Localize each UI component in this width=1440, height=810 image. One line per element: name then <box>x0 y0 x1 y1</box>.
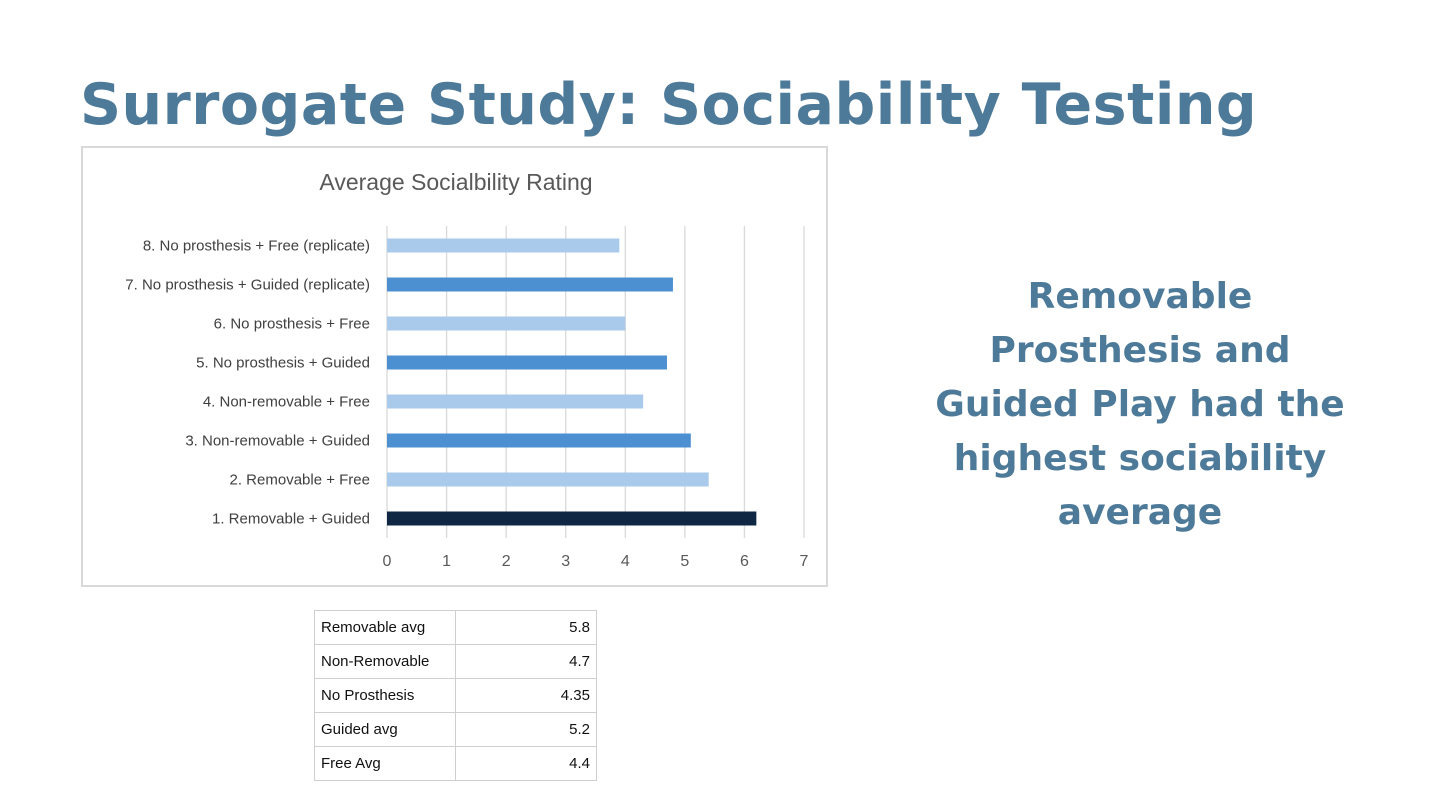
row-value: 4.35 <box>455 678 597 713</box>
x-tick-label: 1 <box>442 553 451 570</box>
bar <box>387 238 620 253</box>
x-tick-label: 4 <box>621 553 630 570</box>
bar <box>387 511 757 526</box>
callout-text: Removable Prosthesis and Guided Play had… <box>935 276 1345 533</box>
x-tick-label: 5 <box>680 553 689 570</box>
row-label: Free Avg <box>314 746 456 781</box>
row-value: 4.4 <box>455 746 597 781</box>
row-value: 4.7 <box>455 644 597 679</box>
row-label: Guided avg <box>314 712 456 747</box>
summary-table: Removable avg 5.8 Non-Removable 4.7 No Prost… <box>314 610 597 781</box>
bars <box>387 238 757 526</box>
row-label: Removable avg <box>314 610 456 645</box>
row-label: Non-Removable <box>314 644 456 679</box>
chart-title: Average Socialbility Rating <box>319 169 592 195</box>
table-row: Free Avg 4.4 <box>314 746 597 781</box>
category-label: 6. No prosthesis + Free <box>214 316 370 333</box>
bar <box>387 433 691 448</box>
x-axis-ticks: 0 1 2 3 4 5 6 7 <box>383 553 809 570</box>
bar <box>387 472 709 487</box>
category-label: 2. Removable + Free <box>230 472 371 489</box>
category-label: 4. Non-removable + Free <box>203 394 370 411</box>
category-label: 8. No prosthesis + Free (replicate) <box>143 238 370 255</box>
category-label: 3. Non-removable + Guided <box>185 433 370 450</box>
bar <box>387 316 626 331</box>
chart-svg: Average Socialbility Rating 1. Removable… <box>125 169 809 570</box>
x-tick-label: 2 <box>502 553 511 570</box>
gridlines <box>386 226 805 538</box>
category-label: 7. No prosthesis + Guided (replicate) <box>125 277 370 294</box>
bar-chart: Average Socialbility Rating 1. Removable… <box>81 146 828 587</box>
bar <box>387 277 673 292</box>
slide-title: Surrogate Study: Sociability Testing <box>80 72 1258 138</box>
table-row: No Prosthesis 4.35 <box>314 678 597 713</box>
x-tick-label: 6 <box>740 553 749 570</box>
bar <box>387 355 667 370</box>
x-tick-label: 7 <box>800 553 809 570</box>
table-row: Non-Removable 4.7 <box>314 644 597 679</box>
category-labels: 1. Removable + Guided 2. Removable + Free… <box>125 238 370 528</box>
x-tick-label: 0 <box>383 553 392 570</box>
bar <box>387 394 644 409</box>
table-row: Removable avg 5.8 <box>314 610 597 645</box>
category-label: 1. Removable + Guided <box>212 511 370 528</box>
row-value: 5.2 <box>455 712 597 747</box>
category-label: 5. No prosthesis + Guided <box>196 355 370 372</box>
x-tick-label: 3 <box>561 553 570 570</box>
table-row: Guided avg 5.2 <box>314 712 597 747</box>
row-label: No Prosthesis <box>314 678 456 713</box>
row-value: 5.8 <box>455 610 597 645</box>
